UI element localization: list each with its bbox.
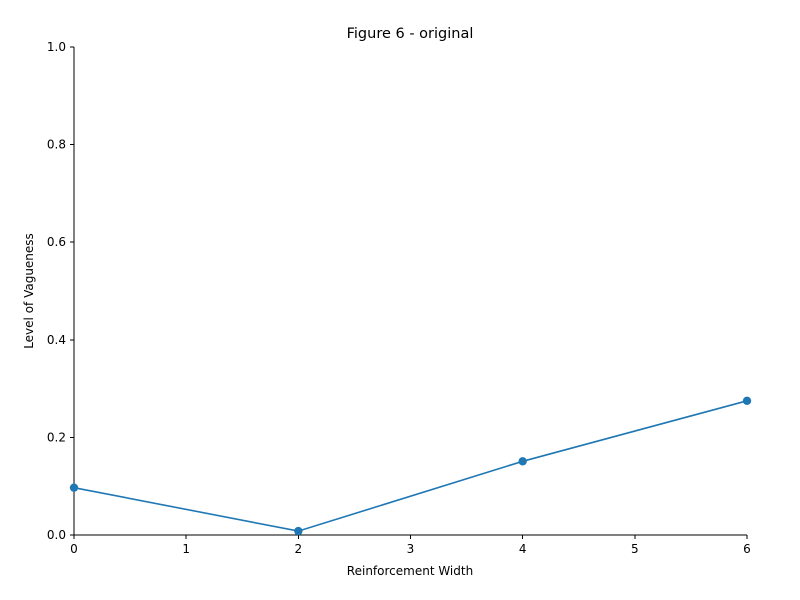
y-tick-label: 0.8 xyxy=(47,138,66,152)
chart-title: Figure 6 - original xyxy=(347,26,474,42)
y-tick-label: 0.0 xyxy=(47,528,66,542)
y-tick-label: 0.2 xyxy=(47,430,66,444)
series-line xyxy=(73,400,748,532)
x-ticks: 0 1 2 3 4 5 6 xyxy=(70,535,751,556)
x-tick-label: 1 xyxy=(182,542,190,556)
y-ticks: 0.0 0.2 0.4 0.6 0.8 1.0 xyxy=(47,40,74,542)
x-axis-label: Reinforcement Width xyxy=(347,564,473,578)
x-tick-label: 2 xyxy=(295,542,303,556)
x-tick-label: 6 xyxy=(743,542,751,556)
data-point xyxy=(742,396,752,405)
y-axis-label: Level of Vagueness xyxy=(22,233,36,349)
plot-area xyxy=(69,396,752,536)
y-tick-label: 0.6 xyxy=(47,235,66,249)
y-tick-label: 1.0 xyxy=(47,40,66,54)
data-point xyxy=(69,483,79,492)
y-tick-label: 0.4 xyxy=(47,333,66,347)
data-point xyxy=(294,526,303,536)
x-tick-label: 5 xyxy=(631,542,639,556)
axes xyxy=(73,47,747,536)
x-tick-label: 4 xyxy=(519,542,527,556)
data-point xyxy=(518,457,527,466)
x-tick-label: 3 xyxy=(407,542,415,556)
x-tick-label: 0 xyxy=(70,542,78,556)
